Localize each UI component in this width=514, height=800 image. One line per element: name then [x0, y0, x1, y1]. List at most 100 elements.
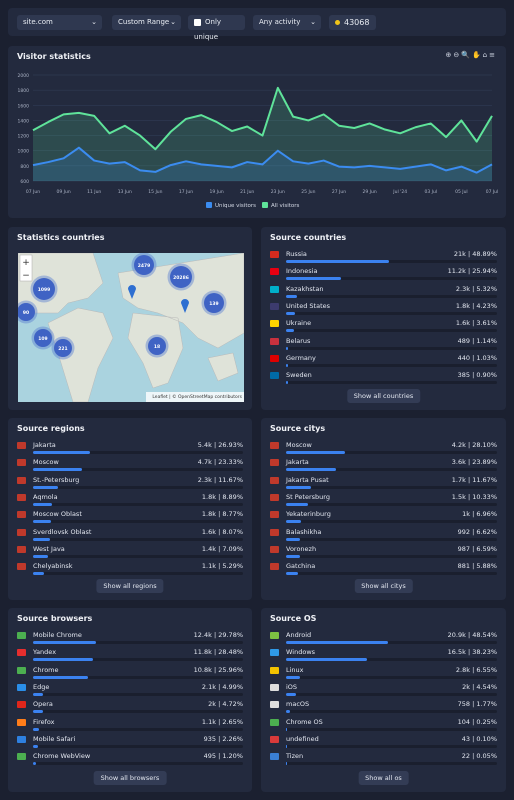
item-stat: 5.4k | 26.93%	[197, 441, 243, 449]
item-name: undefined	[286, 734, 319, 743]
x-tick-label: 17 Jun	[179, 189, 193, 195]
icon	[270, 354, 279, 362]
list-item: St Petersburg 1.5k | 10.33%	[270, 493, 497, 510]
item-name: Jakarta	[33, 441, 56, 449]
bar-track	[286, 658, 497, 662]
bar	[286, 658, 367, 662]
icon	[17, 632, 26, 639]
zoom-out[interactable]: −	[22, 271, 30, 281]
list-item: Tizen 22 | 0.05%	[270, 752, 497, 769]
item-stat: 2.3k | 5.32%	[455, 284, 497, 293]
bar	[286, 710, 290, 714]
zoom-in[interactable]: +	[22, 258, 30, 268]
item-name: Opera	[33, 700, 53, 709]
show-all-button[interactable]: Show all citys	[354, 579, 413, 593]
item-name: Linux	[286, 665, 304, 674]
cluster	[134, 255, 154, 275]
icon	[270, 632, 279, 639]
x-tick-label: 15 Jun	[148, 189, 162, 195]
item-stat: 489 | 1.14%	[457, 336, 497, 345]
item-name: West Java	[33, 544, 65, 553]
show-all-button[interactable]: Show all os	[358, 771, 409, 785]
chart-panel: Visitor statistics ⊕⊖🔍✋⌂≡ 600 800 1000 1200…	[8, 46, 506, 218]
item-stat: 440 | 1.03%	[457, 353, 497, 362]
item-stat: 11.2k | 25.94%	[447, 267, 497, 276]
x-tick-label: 19 Jun	[209, 189, 223, 195]
bar	[286, 277, 341, 281]
item-stat: 2.3k | 11.67%	[197, 475, 243, 484]
citys-panel: Source citys Moscow 4.2k | 28.10% Jakarta 3.…	[261, 418, 506, 600]
line	[32, 146, 493, 174]
bar	[286, 260, 390, 263]
item-name: Firefox	[33, 717, 55, 726]
show-all-button[interactable]: Show all browsers	[93, 771, 167, 785]
item-name: Sweden	[286, 371, 312, 380]
item-name: Ukraine	[286, 319, 312, 328]
icon	[270, 683, 279, 691]
bar-track	[33, 710, 243, 714]
item-stat: 881 | 5.88%	[457, 562, 497, 571]
item-stat: 1.8k | 8.77%	[201, 510, 243, 519]
bar-track	[286, 692, 497, 696]
item-stat: 12.4k | 29.78%	[193, 631, 243, 639]
bar-track	[286, 468, 497, 472]
y-tick-label: 600	[20, 179, 29, 185]
range-select[interactable]: Custom Range ⌄	[112, 15, 181, 30]
item-stat: 495 | 1.20%	[203, 752, 243, 761]
item-stat: 385 | 0.90%	[457, 371, 497, 380]
unique-checkbox[interactable]: Only unique	[188, 15, 245, 41]
cluster-label: 2479	[138, 263, 151, 269]
label: Only unique	[194, 18, 222, 41]
bar-track	[286, 485, 497, 489]
panel-title: Source OS	[270, 614, 317, 623]
bar	[286, 502, 308, 506]
item-name: Chrome WebView	[33, 752, 91, 761]
attribution: Leaflet | © OpenStreetMap contributors	[152, 393, 242, 400]
icon	[270, 528, 279, 536]
bar-track	[33, 520, 243, 524]
show-all-button[interactable]: Show all countries	[346, 389, 421, 403]
map-title: Statistics countries	[17, 233, 105, 242]
icon	[270, 268, 279, 276]
icon	[17, 718, 26, 726]
item-name: Jakarta	[286, 458, 309, 467]
y-tick-label: 1000	[18, 149, 30, 155]
list-item: Moscow 4.7k | 23.33%	[17, 458, 243, 475]
item-stat: 1k | 6.96%	[462, 510, 497, 519]
icon	[270, 493, 279, 501]
show-all-button[interactable]: Show all regions	[96, 579, 164, 593]
bar-track	[33, 554, 243, 558]
item-name: Kazakhstan	[286, 284, 324, 293]
bar	[33, 727, 39, 731]
site-select[interactable]: site.com ⌄	[17, 15, 102, 30]
bar	[286, 485, 311, 489]
activity-select[interactable]: Any activity ⌄	[253, 15, 321, 30]
icon	[270, 337, 279, 345]
icon	[17, 545, 26, 553]
cluster-label: 1099	[38, 287, 51, 293]
panel-title: Source browsers	[17, 614, 93, 623]
icon	[270, 545, 279, 553]
item-stat: 4.2k | 28.10%	[451, 441, 497, 449]
item-stat: 1.5k | 10.33%	[451, 492, 497, 501]
icon	[270, 666, 279, 674]
x-tick-label: 09 Jun	[56, 189, 70, 195]
list-item: United States 1.8k | 4.23%	[270, 302, 497, 319]
icon	[270, 285, 279, 293]
list-item: Kazakhstan 2.3k | 5.32%	[270, 285, 497, 302]
item-name: Germany	[286, 353, 316, 362]
bar	[286, 329, 294, 333]
list-item: Germany 440 | 1.03%	[270, 354, 497, 371]
item-stat: 1.1k | 2.65%	[201, 717, 243, 726]
icon	[17, 649, 26, 657]
bar	[33, 520, 52, 524]
bar	[286, 641, 389, 644]
item-name: Chrome OS	[286, 717, 323, 726]
list-item: Russia 21k | 48.89%	[270, 250, 497, 267]
chart-tools[interactable]: ⊕⊖🔍✋⌂≡	[445, 51, 497, 59]
item-name: Voronezh	[286, 544, 317, 553]
list-item: Chrome WebView 495 | 1.20%	[17, 752, 243, 769]
icon	[17, 701, 26, 709]
bar-track	[286, 641, 497, 644]
